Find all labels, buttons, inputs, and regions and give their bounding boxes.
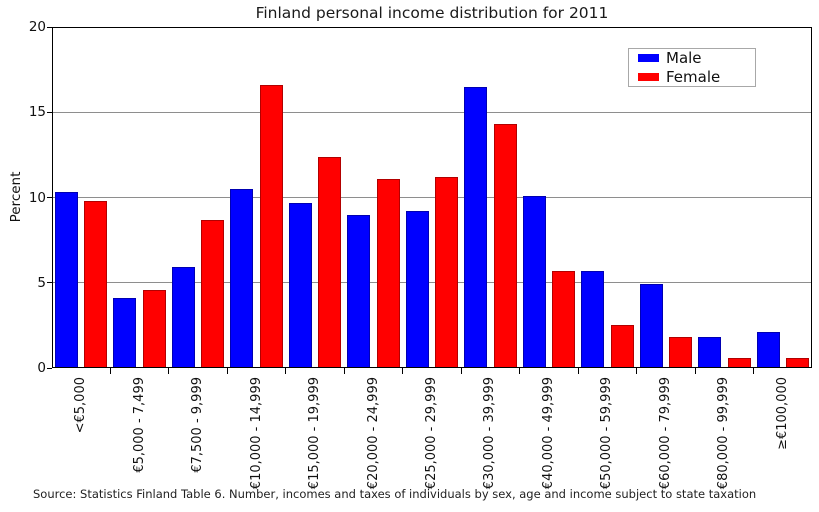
- x-tick-mark: [753, 368, 755, 374]
- bar-male-0: [54, 192, 78, 368]
- female-color-swatch: [638, 73, 659, 81]
- y-tick-mark: [47, 197, 52, 198]
- x-tick-label: €50,000 - 59,999: [599, 377, 615, 490]
- x-tick-mark: [402, 368, 404, 374]
- x-tick-label: €30,000 - 39,999: [482, 377, 498, 490]
- bar-male-4: [288, 202, 312, 368]
- y-tick-mark: [47, 111, 52, 113]
- x-tick-label: €15,000 - 19,999: [307, 377, 323, 490]
- bar-male-12: [756, 332, 780, 368]
- bar-male-8: [522, 195, 546, 368]
- bar-female-7: [493, 124, 517, 368]
- x-tick-mark: [577, 368, 579, 374]
- bar-female-10: [669, 337, 693, 368]
- bar-male-2: [171, 267, 195, 368]
- x-tick-label: €25,000 - 29,999: [424, 377, 439, 490]
- gridline-5: [52, 282, 812, 284]
- male-color-swatch: [638, 54, 659, 62]
- x-tick-label: ≥€100,000: [774, 377, 790, 450]
- bar-female-3: [259, 84, 283, 368]
- x-tick-label: €10,000 - 14,999: [248, 377, 264, 490]
- x-tick-mark: [226, 368, 228, 374]
- x-tick-mark: [109, 368, 111, 374]
- x-tick-mark: [168, 368, 170, 374]
- y-tick-label: 10: [28, 189, 46, 206]
- legend-entry-female: Female: [638, 68, 755, 86]
- y-tick-label: 15: [28, 104, 46, 121]
- bar-female-6: [435, 177, 459, 368]
- legend-entry-male: Male: [638, 49, 755, 67]
- x-tick-label: €80,000 - 99,999: [716, 377, 732, 490]
- x-tick-mark: [343, 368, 345, 374]
- chart-title: Finland personal income distribution for…: [255, 4, 609, 22]
- bar-female-4: [318, 156, 342, 368]
- bar-male-9: [581, 270, 605, 368]
- legend-label-female: Female: [666, 68, 721, 86]
- x-tick-label: €20,000 - 24,999: [365, 377, 381, 490]
- y-tick-label: 0: [37, 360, 46, 376]
- bar-male-1: [113, 298, 137, 368]
- source-note: Source: Statistics Finland Table 6. Numb…: [33, 487, 757, 501]
- gridline-15: [52, 111, 812, 113]
- bar-male-5: [347, 214, 371, 368]
- x-tick-mark: [694, 368, 696, 374]
- x-tick-label: €7,500 - 9,999: [190, 377, 206, 473]
- bar-female-8: [552, 270, 576, 368]
- y-tick-mark: [47, 367, 52, 369]
- bar-female-1: [142, 289, 166, 368]
- x-tick-mark: [460, 368, 462, 374]
- bar-male-10: [639, 284, 663, 368]
- bar-female-2: [201, 219, 225, 368]
- y-tick-mark: [47, 282, 52, 284]
- y-tick-mark: [47, 26, 52, 28]
- legend: Male Female: [628, 48, 756, 87]
- bar-female-12: [786, 357, 810, 368]
- bar-male-11: [698, 337, 722, 368]
- x-tick-mark: [519, 368, 521, 374]
- bar-female-0: [84, 200, 108, 368]
- bar-female-11: [727, 357, 751, 368]
- x-tick-label: €60,000 - 79,999: [657, 377, 673, 490]
- x-tick-label: <€5,000: [73, 377, 89, 434]
- bar-male-6: [405, 211, 429, 368]
- bar-male-3: [230, 188, 254, 368]
- bar-male-7: [464, 86, 488, 368]
- y-axis-title: Percent: [8, 171, 24, 223]
- y-tick-label: 5: [37, 274, 46, 291]
- x-tick-label: €40,000 - 49,999: [540, 377, 556, 490]
- bar-female-9: [610, 325, 634, 368]
- legend-label-male: Male: [666, 49, 702, 67]
- x-tick-label: €5,000 - 7,499: [131, 377, 147, 473]
- y-tick-label: 20: [28, 19, 46, 35]
- x-tick-mark: [285, 368, 287, 374]
- gridline-10: [52, 197, 812, 198]
- x-tick-mark: [636, 368, 638, 374]
- bar-female-5: [376, 178, 400, 368]
